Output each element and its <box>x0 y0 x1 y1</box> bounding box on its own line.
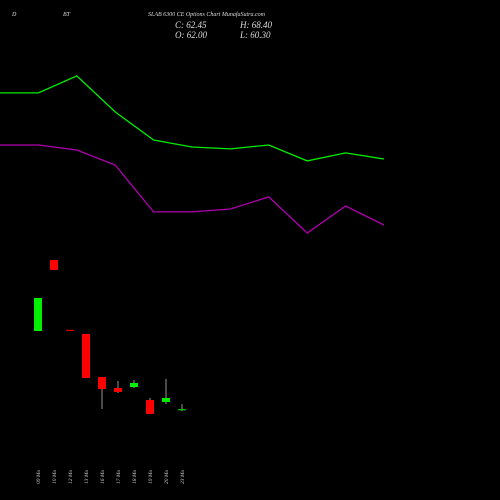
x-tick-label: 19 Mo <box>148 470 154 484</box>
close-label: C: 62.45 <box>175 20 207 30</box>
chart-title: SLAB 6300 CE Options Chart MunafaSutra.c… <box>148 11 266 18</box>
candle-body <box>50 260 58 270</box>
candle-body <box>34 297 42 332</box>
x-tick-label: 20 Mo <box>164 470 170 484</box>
x-tick-label: 16 Mo <box>100 470 106 484</box>
x-tick-label: 12 Mo <box>68 470 74 484</box>
low-label: L: 60.30 <box>239 30 271 40</box>
x-tick-label: 23 Mo <box>180 470 186 484</box>
candle-body <box>162 397 170 402</box>
candle-body <box>66 329 74 331</box>
x-tick-label: 17 Mo <box>116 470 122 484</box>
candle-body <box>82 333 90 378</box>
x-tick-label: 18 Mo <box>132 470 138 484</box>
x-tick-label: 13 Mo <box>84 470 90 484</box>
candle-body <box>178 409 186 411</box>
x-tick-label: 09 Mo <box>36 470 42 484</box>
candle-body <box>130 382 138 388</box>
indicator-line <box>0 75 385 162</box>
open-label: O: 62.00 <box>175 30 207 40</box>
indicator-line <box>0 144 385 234</box>
x-tick-label: 10 Mo <box>52 470 58 484</box>
label-mid: BT <box>63 12 71 18</box>
candle-body <box>98 377 106 390</box>
candle-body <box>114 387 122 392</box>
label-left: D <box>11 12 17 18</box>
high-label: H: 68.40 <box>239 20 272 30</box>
candle-body <box>146 399 154 414</box>
